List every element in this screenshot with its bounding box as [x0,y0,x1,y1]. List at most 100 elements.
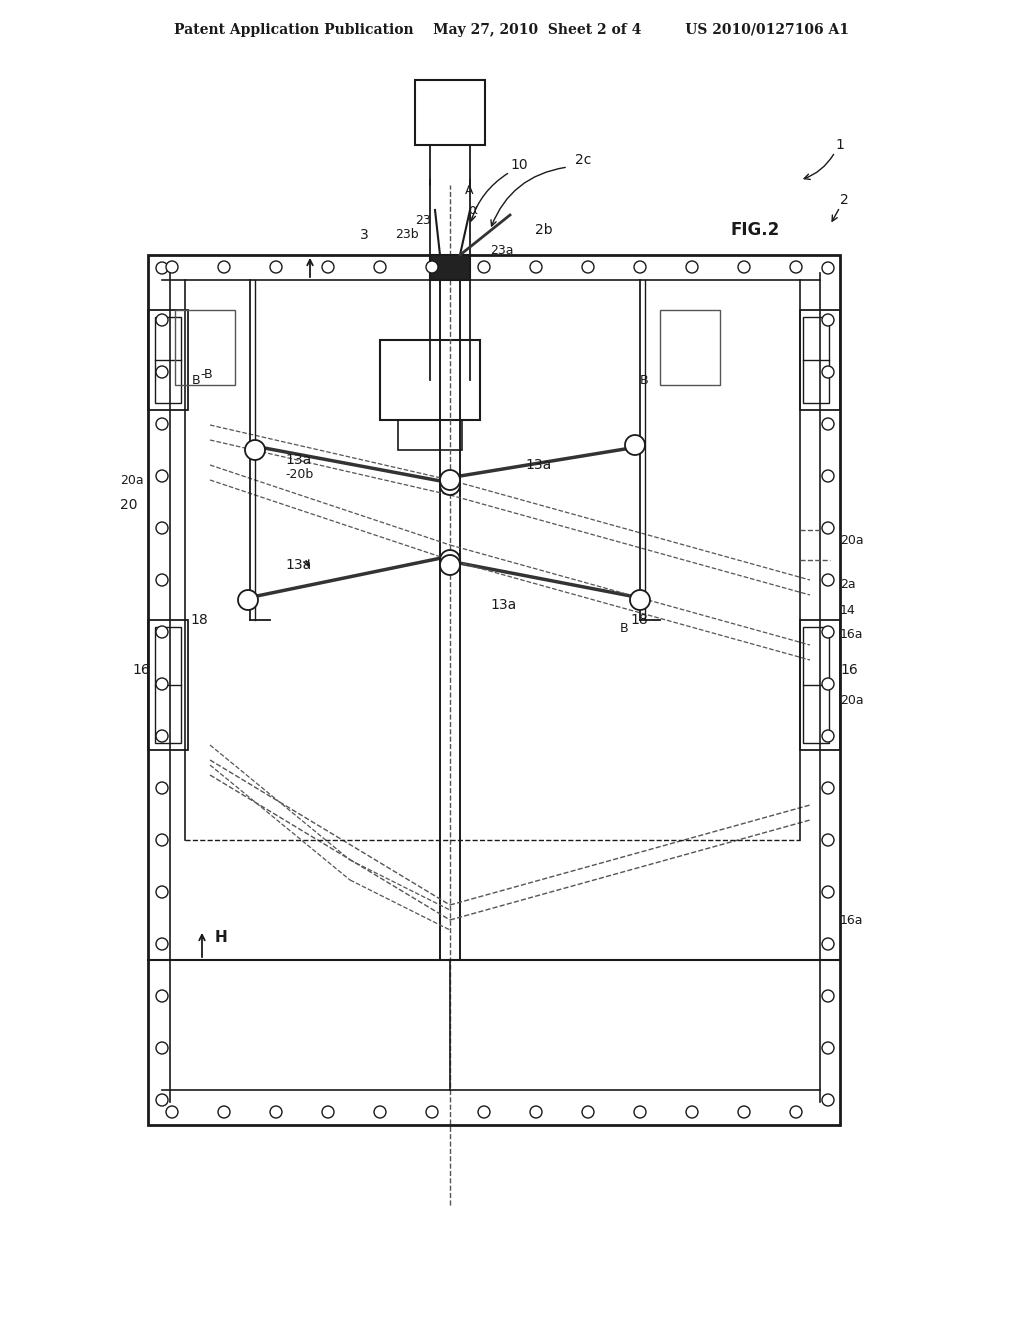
Text: B: B [620,622,629,635]
Circle shape [822,314,834,326]
Circle shape [156,574,168,586]
Circle shape [156,834,168,846]
Circle shape [322,261,334,273]
Text: α: α [468,203,477,216]
Text: 16a: 16a [840,913,863,927]
Circle shape [790,1106,802,1118]
Bar [155,317,181,403]
Text: 10: 10 [510,158,527,172]
Circle shape [790,261,802,273]
Text: -B: -B [200,368,213,381]
Circle shape [634,261,646,273]
Text: 1: 1 [835,139,844,152]
Circle shape [686,261,698,273]
Circle shape [822,626,834,638]
Text: FIG.2: FIG.2 [730,220,779,239]
Bar [148,620,188,750]
Bar [415,81,485,145]
Circle shape [322,1106,334,1118]
Circle shape [440,470,460,490]
Circle shape [822,366,834,378]
Circle shape [218,1106,230,1118]
Text: 20a: 20a [120,474,143,487]
Circle shape [822,939,834,950]
Circle shape [822,886,834,898]
Circle shape [822,781,834,795]
Text: 20a: 20a [840,693,863,706]
Circle shape [822,1041,834,1053]
Text: -20b: -20b [285,469,313,482]
Text: 16a: 16a [840,628,863,642]
Bar [148,310,188,411]
Text: Patent Application Publication    May 27, 2010  Sheet 2 of 4         US 2010/012: Patent Application Publication May 27, 2… [174,22,850,37]
Text: 2: 2 [840,193,849,207]
Circle shape [822,1094,834,1106]
Bar [660,310,720,385]
Bar [800,310,840,411]
Bar [430,255,470,280]
Text: A: A [465,183,473,197]
Text: 20a: 20a [840,533,863,546]
Circle shape [156,521,168,535]
Circle shape [156,886,168,898]
Text: B: B [193,374,201,387]
Text: 13a: 13a [525,458,551,473]
Text: 18: 18 [190,612,208,627]
Circle shape [440,554,460,576]
Circle shape [156,626,168,638]
Circle shape [218,261,230,273]
Circle shape [630,590,650,610]
Circle shape [530,261,542,273]
Text: 23b: 23b [395,228,419,242]
Circle shape [238,590,258,610]
Circle shape [822,574,834,586]
Circle shape [426,1106,438,1118]
Circle shape [440,550,460,570]
Bar [148,255,840,1125]
Text: 13a: 13a [285,453,311,467]
Bar [380,341,480,420]
Text: 2a: 2a [840,578,856,591]
Text: 16: 16 [132,663,150,677]
Text: B: B [640,374,648,387]
Text: 2b: 2b [535,223,553,238]
Circle shape [156,470,168,482]
Circle shape [166,261,178,273]
Circle shape [245,440,265,459]
Circle shape [582,261,594,273]
Circle shape [374,1106,386,1118]
Circle shape [156,314,168,326]
Circle shape [156,1041,168,1053]
Circle shape [822,261,834,275]
Circle shape [166,1106,178,1118]
Text: 3: 3 [360,228,369,242]
Circle shape [156,781,168,795]
Circle shape [478,1106,490,1118]
Text: 20: 20 [120,498,137,512]
Circle shape [822,521,834,535]
Circle shape [582,1106,594,1118]
Text: 18: 18 [630,612,648,627]
Bar [155,627,181,743]
Circle shape [156,990,168,1002]
Circle shape [822,834,834,846]
Bar [175,310,234,385]
Circle shape [270,261,282,273]
Circle shape [822,730,834,742]
Text: H: H [215,931,227,945]
Bar [803,317,829,403]
Circle shape [822,418,834,430]
Circle shape [156,678,168,690]
Circle shape [156,939,168,950]
Circle shape [426,261,438,273]
Text: 14: 14 [840,603,856,616]
Circle shape [822,470,834,482]
Circle shape [156,1094,168,1106]
Text: 16: 16 [840,663,858,677]
Circle shape [156,418,168,430]
Circle shape [530,1106,542,1118]
Text: 13a: 13a [490,598,516,612]
Circle shape [156,261,168,275]
Circle shape [738,261,750,273]
Text: 2c: 2c [575,153,592,168]
